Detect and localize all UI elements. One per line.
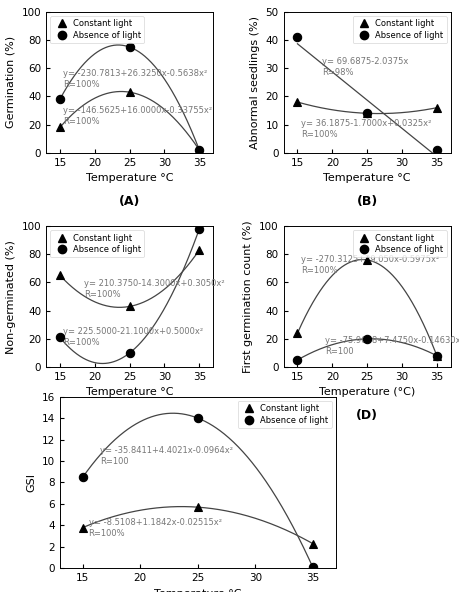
Y-axis label: Abnormal seedlings (%): Abnormal seedlings (%) (249, 16, 259, 149)
Y-axis label: GSI: GSI (26, 473, 36, 492)
Text: y= 225.5000-21.1000x+0.5000x²
R=100%: y= 225.5000-21.1000x+0.5000x² R=100% (63, 327, 203, 348)
Y-axis label: Germination (%): Germination (%) (6, 36, 16, 128)
Text: y= -8.5108+1.1842x-0.02515x²
R=100%: y= -8.5108+1.1842x-0.02515x² R=100% (88, 518, 221, 538)
Text: y= -230.7813+26.3250x-0.5638x²
R=100%: y= -230.7813+26.3250x-0.5638x² R=100% (63, 69, 207, 89)
Text: y= 210.3750-14.3000x+0.3050x²
R=100%: y= 210.3750-14.3000x+0.3050x² R=100% (84, 279, 224, 300)
Text: y= -75.9688+7.4750x-0.14630x²
R=100: y= -75.9688+7.4750x-0.14630x² R=100 (325, 336, 459, 356)
Legend: Constant light, Absence of light: Constant light, Absence of light (50, 230, 144, 258)
X-axis label: Temperature °C: Temperature °C (86, 387, 173, 397)
Text: (D): (D) (355, 409, 377, 422)
X-axis label: Temperature °C: Temperature °C (154, 588, 241, 592)
Legend: Constant light, Absence of light: Constant light, Absence of light (352, 16, 446, 43)
X-axis label: Temperature °C: Temperature °C (323, 173, 410, 183)
Text: (A): (A) (119, 195, 140, 208)
Text: y= 69.6875-2.0375x
R=98%: y= 69.6875-2.0375x R=98% (321, 57, 407, 77)
Text: y= 36.1875-1.7000x+0.0325x²
R=100%: y= 36.1875-1.7000x+0.0325x² R=100% (300, 118, 431, 139)
X-axis label: Temperature °C: Temperature °C (86, 173, 173, 183)
X-axis label: Temperature (°C): Temperature (°C) (319, 387, 414, 397)
Y-axis label: Non-germinated (%): Non-germinated (%) (6, 240, 16, 353)
Text: y= -35.8411+4.4021x-0.0964x²
R=100: y= -35.8411+4.4021x-0.0964x² R=100 (100, 446, 233, 466)
Y-axis label: First germination count (%): First germination count (%) (243, 220, 253, 373)
Text: y= -270.3125+29.050x-0.5975x²
R=100%: y= -270.3125+29.050x-0.5975x² R=100% (300, 255, 438, 275)
Text: (C): (C) (119, 409, 140, 422)
Text: y= -146.5625+16.0000x-0.33755x²
R=100%: y= -146.5625+16.0000x-0.33755x² R=100% (63, 106, 212, 126)
Legend: Constant light, Absence of light: Constant light, Absence of light (352, 230, 446, 258)
Legend: Constant light, Absence of light: Constant light, Absence of light (237, 401, 331, 428)
Text: (B): (B) (356, 195, 377, 208)
Legend: Constant light, Absence of light: Constant light, Absence of light (50, 16, 144, 43)
